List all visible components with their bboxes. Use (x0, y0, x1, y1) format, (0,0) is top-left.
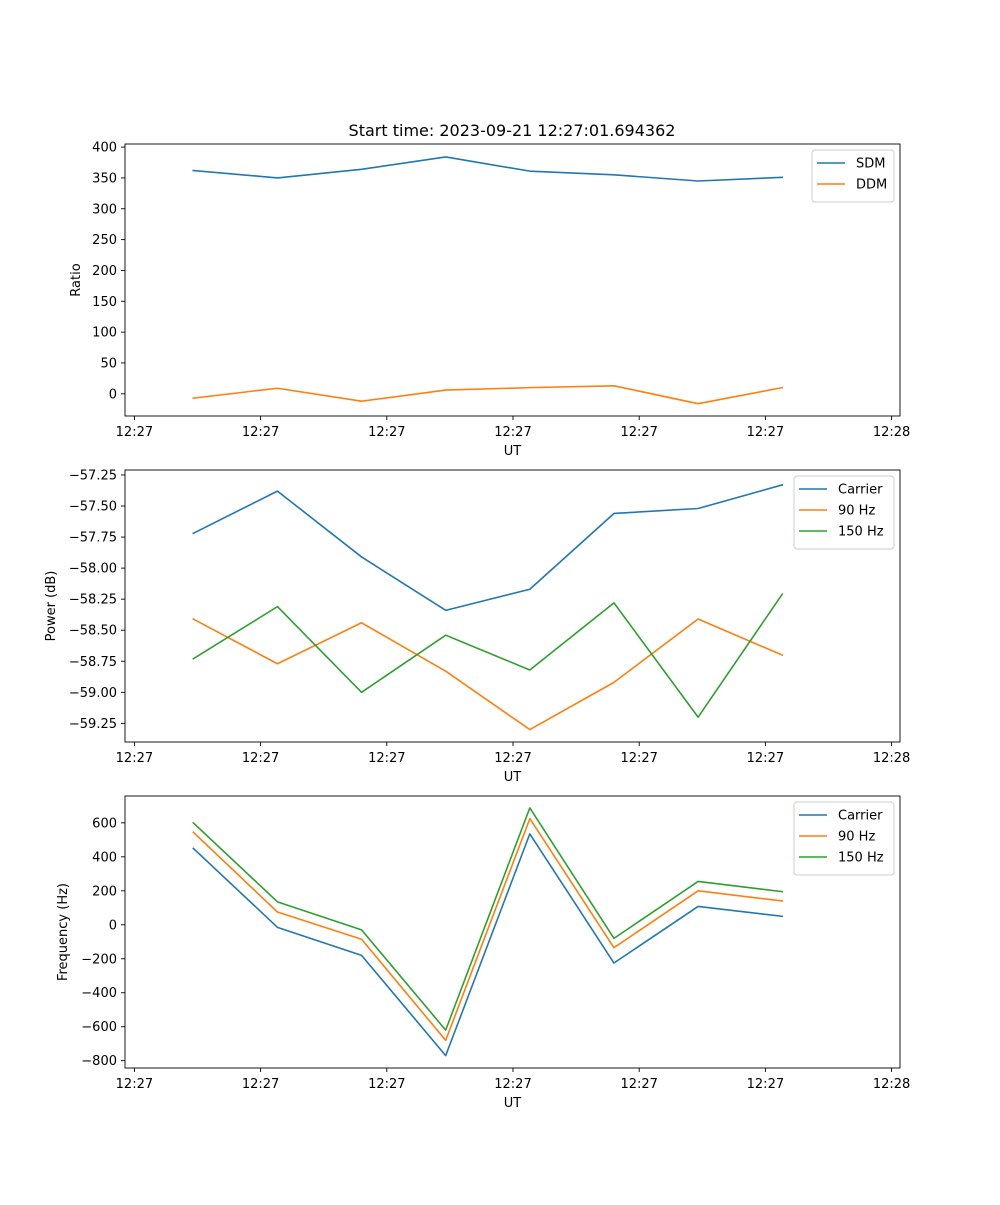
axes-frame (124, 143, 901, 417)
y-tick-label: −58.00 (69, 562, 117, 577)
x-tick-label: 12:27 (747, 1077, 784, 1092)
y-tick-label: −57.75 (69, 531, 117, 546)
legend: Carrier 90 Hz 150 Hz (793, 801, 895, 876)
series-line-sdm (192, 156, 784, 182)
chart-panel-2: 12:27 12:27 12:27 12:27 12:27 12:27 12:28 −59.2… (44, 468, 910, 785)
y-tick-label: −58.50 (69, 624, 117, 639)
x-tick-label: 12:27 (116, 1077, 153, 1092)
y-tick-label: 200 (92, 884, 117, 899)
y-tick-label: −600 (81, 1020, 117, 1035)
y-tick-label: −800 (81, 1054, 117, 1069)
x-tick-label: 12:27 (494, 1077, 531, 1092)
y-tick-label: −57.25 (69, 468, 117, 483)
y-tick-label: −58.25 (69, 593, 117, 608)
x-tick-label: 12:27 (620, 1077, 657, 1092)
legend-label: 150 Hz (838, 525, 884, 540)
x-tick-label: 12:27 (620, 751, 657, 766)
y-tick-label: −59.00 (69, 686, 117, 701)
legend: Carrier 90 Hz 150 Hz (793, 475, 895, 550)
legend: SDM DDM (811, 149, 895, 203)
y-tick-label: −58.75 (69, 655, 117, 670)
y-tick-label: −57.50 (69, 500, 117, 515)
x-axis-label: UT (504, 444, 522, 459)
legend-label: Carrier (838, 483, 883, 498)
x-tick-label: 12:27 (747, 425, 784, 440)
x-tick-label: 12:27 (242, 751, 279, 766)
y-tick-label: 250 (92, 233, 117, 248)
y-tick-label: 350 (92, 171, 117, 186)
y-tick-label: −400 (81, 986, 117, 1001)
x-tick-label: 12:27 (368, 425, 405, 440)
x-tick-label: 12:27 (747, 751, 784, 766)
x-tick-label: 12:28 (873, 1077, 910, 1092)
chart-panel-1: 12:27 12:27 12:27 12:27 12:27 12:27 12:28 0 50 10… (69, 141, 910, 459)
y-axis-label: Ratio (69, 263, 84, 296)
y-tick-label: 100 (92, 326, 117, 341)
x-tick-label: 12:27 (116, 751, 153, 766)
y-axis-label: Frequency (Hz) (56, 883, 71, 981)
series-line-carrier (192, 483, 784, 612)
y-tick-label: 200 (92, 264, 117, 279)
axes-frame (124, 469, 901, 743)
legend-label: SDM (856, 157, 885, 172)
x-tick-label: 12:27 (494, 751, 531, 766)
y-tick-label: 600 (92, 816, 117, 831)
legend-label: DDM (856, 178, 887, 193)
x-tick-label: 12:28 (873, 425, 910, 440)
x-tick-label: 12:27 (494, 425, 531, 440)
x-axis-label: UT (504, 1096, 522, 1111)
y-tick-label: 150 (92, 295, 117, 310)
axes-frame (124, 795, 901, 1069)
y-axis-label: Power (dB) (44, 571, 59, 642)
x-tick-label: 12:28 (873, 751, 910, 766)
series-line-150-hz (192, 807, 784, 1031)
legend-label: 150 Hz (838, 851, 884, 866)
y-tick-label: 300 (92, 202, 117, 217)
x-axis-label: UT (504, 770, 522, 785)
series-line-carrier (192, 833, 784, 1057)
chart-panel-3: 12:27 12:27 12:27 12:27 12:27 12:27 12:28 −800 −… (56, 795, 910, 1111)
y-tick-label: 400 (92, 850, 117, 865)
x-tick-label: 12:27 (242, 1077, 279, 1092)
series-line-90-hz (192, 617, 784, 731)
y-tick-label: −59.25 (69, 717, 117, 732)
y-tick-label: 50 (100, 356, 117, 371)
series-line-90-hz (192, 817, 784, 1042)
y-tick-label: 400 (92, 141, 117, 156)
x-tick-label: 12:27 (242, 425, 279, 440)
x-tick-label: 12:27 (620, 425, 657, 440)
series-line-ddm (192, 384, 784, 405)
legend-label: 90 Hz (838, 504, 875, 519)
x-tick-label: 12:27 (368, 1077, 405, 1092)
x-tick-label: 12:27 (368, 751, 405, 766)
y-tick-label: 0 (109, 918, 117, 933)
legend-label: Carrier (838, 809, 883, 824)
legend-label: 90 Hz (838, 830, 875, 845)
x-tick-label: 12:27 (116, 425, 153, 440)
y-tick-label: −200 (81, 952, 117, 967)
series-line-150-hz (192, 593, 784, 718)
figure-title: Start time: 2023-09-21 12:27:01.694362 (349, 121, 676, 140)
y-tick-label: 0 (109, 387, 117, 402)
